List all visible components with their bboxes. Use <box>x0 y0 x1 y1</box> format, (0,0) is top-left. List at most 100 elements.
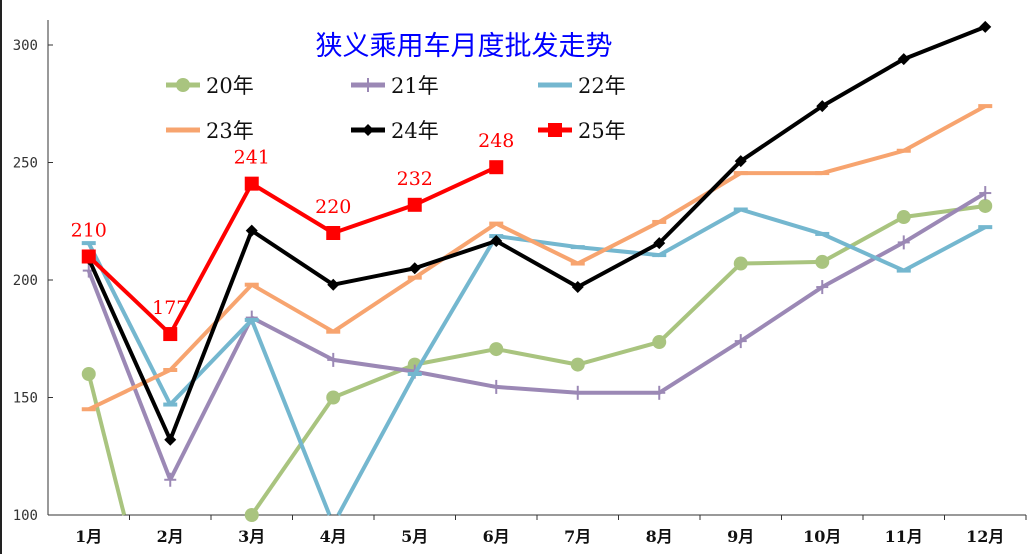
data-point <box>897 53 910 66</box>
x-tick-label: 11月 <box>885 527 923 546</box>
y-tick-label: 150 <box>13 391 38 407</box>
series-25年 <box>81 160 504 342</box>
series-line-segment <box>821 240 905 289</box>
series-line-segment <box>577 340 660 367</box>
x-tick-label: 6月 <box>483 527 510 546</box>
data-point <box>362 124 374 136</box>
data-label: 220 <box>315 196 351 218</box>
series-line-segment <box>250 282 335 334</box>
x-tick-label: 10月 <box>803 527 841 546</box>
series-line-segment <box>332 357 416 374</box>
series-line-segment <box>250 315 335 362</box>
series-24年 <box>82 20 992 446</box>
legend-label: 22年 <box>578 74 626 98</box>
data-point <box>489 342 504 357</box>
chart-title: 狭义乘用车月度批发走势 <box>316 31 613 62</box>
series-line-segment <box>657 159 743 245</box>
legend-item: 24年 <box>351 119 439 143</box>
data-point <box>164 433 177 446</box>
data-point <box>816 100 829 113</box>
series-line-segment <box>658 339 742 395</box>
data-point <box>407 197 422 212</box>
series-line-segment <box>658 171 742 224</box>
series-line-segment <box>168 229 254 441</box>
data-point <box>81 367 96 381</box>
series-line-segment <box>414 347 497 367</box>
series-line-segment <box>903 25 986 61</box>
series-line-segment <box>87 368 172 412</box>
series-line-segment <box>250 396 335 517</box>
series-line-segment <box>414 369 497 389</box>
series-21年 <box>82 186 992 487</box>
data-point <box>816 280 829 295</box>
data-point <box>362 78 374 92</box>
series-line-segment <box>495 347 579 367</box>
series-line-segment <box>250 228 335 287</box>
series-line-segment <box>658 207 742 257</box>
series-line-segment <box>902 104 987 153</box>
series-line-segment <box>577 245 660 258</box>
legend-item: 23年 <box>166 119 254 143</box>
data-point <box>164 472 177 487</box>
legend-label: 23年 <box>206 119 254 143</box>
series-23年 <box>81 104 993 412</box>
series-line-segment <box>332 202 416 235</box>
legend-label: 25年 <box>578 119 626 143</box>
data-point <box>734 334 747 349</box>
y-tick-label: 200 <box>13 273 38 289</box>
x-tick-label: 1月 <box>75 527 102 546</box>
data-point <box>896 210 911 225</box>
data-point <box>326 226 341 240</box>
x-tick-label: 9月 <box>727 527 754 546</box>
legend-label: 24年 <box>391 119 439 143</box>
data-point <box>490 234 503 247</box>
legend-label: 21年 <box>391 74 439 98</box>
series-line-segment <box>332 275 416 334</box>
series-line-segment <box>739 285 824 343</box>
data-point <box>245 224 258 237</box>
series-line-segment <box>657 262 743 344</box>
series-line-segment <box>86 258 173 441</box>
series-line-segment <box>495 239 579 289</box>
x-tick-label: 12月 <box>966 527 1004 546</box>
data-label: 177 <box>152 297 188 319</box>
series-line-segment <box>576 241 661 289</box>
series-line-segment <box>903 203 986 220</box>
data-point <box>327 278 340 291</box>
series-line-segment <box>902 191 987 245</box>
series-line-segment <box>740 259 823 266</box>
y-tick-label: 300 <box>13 38 38 54</box>
series-line-segment <box>168 316 254 481</box>
data-point <box>244 176 259 191</box>
data-point <box>653 237 666 250</box>
data-point <box>979 20 992 33</box>
data-point <box>815 254 830 269</box>
data-point <box>176 78 190 92</box>
series-line-segment <box>332 266 416 287</box>
series-line-segment <box>413 165 498 207</box>
data-point <box>548 123 562 137</box>
data-point <box>326 390 341 405</box>
y-tick-label: 100 <box>13 508 38 524</box>
series-line-segment <box>168 318 254 406</box>
series-line-segment <box>336 373 417 516</box>
data-point <box>327 352 340 367</box>
y-tick-label: 250 <box>13 156 38 172</box>
legend-item: 20年 <box>166 74 254 98</box>
data-point <box>897 235 910 250</box>
data-point <box>571 385 584 400</box>
data-point <box>734 155 747 168</box>
series-line-segment <box>413 235 498 376</box>
legend-item: 21年 <box>351 74 439 98</box>
series-line-segment <box>496 384 578 395</box>
series-line-segment <box>576 220 661 266</box>
data-point <box>571 281 584 294</box>
data-point <box>978 198 993 213</box>
x-tick-label: 3月 <box>238 527 265 546</box>
series-22年 <box>81 207 993 516</box>
data-point <box>733 256 748 271</box>
x-tick-label: 2月 <box>157 527 184 546</box>
x-tick-label: 5月 <box>401 527 428 546</box>
x-tick-label: 7月 <box>564 527 591 546</box>
